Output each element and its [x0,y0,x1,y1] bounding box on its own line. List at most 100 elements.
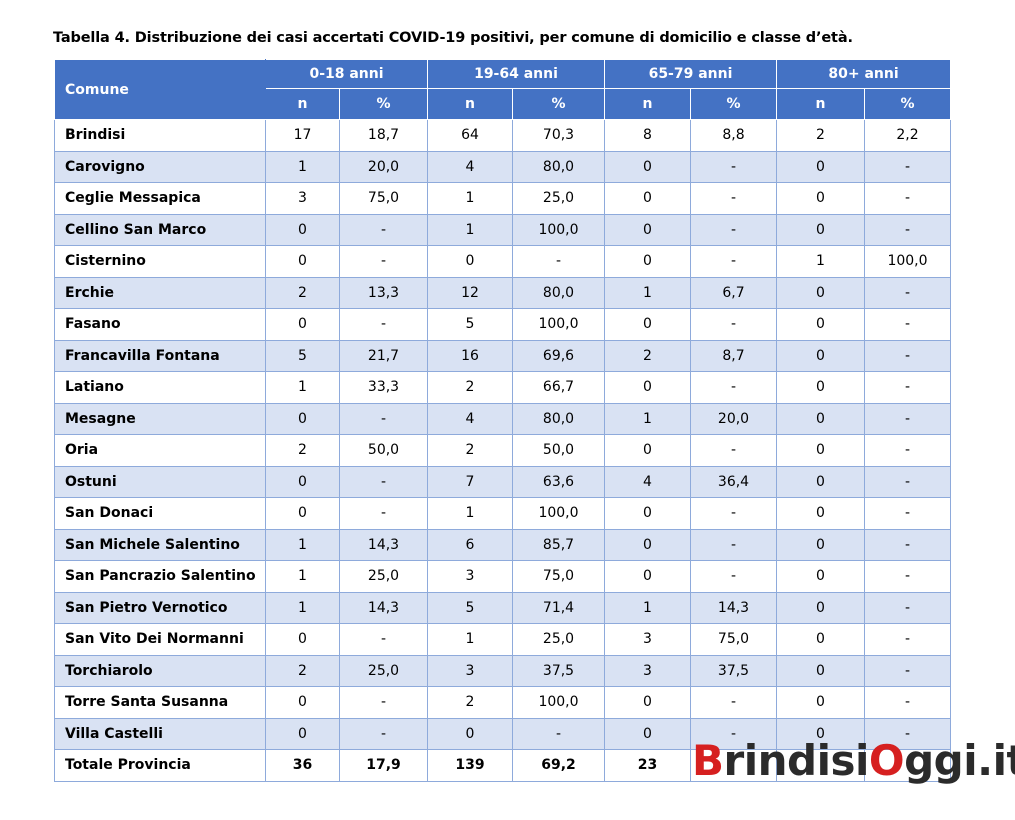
table-cell: - [339,686,428,719]
table-cell: - [339,465,428,498]
header-group-65-79: 65-79 anni [604,59,777,89]
header-group-80plus: 80+ anni [776,59,951,89]
table-row: Torre Santa Susanna 0-2 100,0 0-0- [54,686,951,719]
table-row: Ceglie Messapica 3 75,0 1 25,0 0-0- [54,182,951,215]
table-cell: 1 [427,497,513,530]
table-cell: 75,0 [339,182,428,215]
table-cell: - [864,150,951,183]
header-sub: n [427,88,513,120]
table-cell: - [864,465,951,498]
table-cell: 0 [604,245,691,278]
table-cell: 4 [604,465,691,498]
table-row: San Donaci 0-1 100,0 0-0- [54,497,951,530]
table-cell: 7 [427,465,513,498]
table-cell: 0 [427,717,513,750]
table-cell: 12 [427,276,513,309]
table-cell: 0 [776,150,865,183]
comune-name: Fasano [54,308,266,341]
table-header: Comune 0-18 anni 19-64 anni 65-79 anni 8… [54,59,951,120]
table-row: Latiano 1 33,3 2 66,7 0-0- [54,371,951,404]
table-cell: 139 [427,749,513,782]
table-cell: - [864,654,951,687]
table-cell: 0 [776,339,865,372]
table-row: Cellino San Marco 0-1 100,0 0-0- [54,213,951,246]
table-cell: 0 [776,402,865,435]
table-cell: 14,3 [339,591,428,624]
table-cell: 0 [776,528,865,561]
table-cell: 37,5 [690,654,777,687]
table-cell: 66,7 [512,371,605,404]
table-cell: 1 [265,150,340,183]
table-cell: 3 [427,654,513,687]
table-cell: 2 [427,434,513,467]
table-cell: 0 [265,402,340,435]
table-cell: 100,0 [512,497,605,530]
table-row: San Vito Dei Normanni 0-1 25,0 3 75,0 0- [54,623,951,656]
table-cell: - [690,528,777,561]
table-cell: 85,7 [512,528,605,561]
table-cell: 69,6 [512,339,605,372]
table-cell: 2 [427,371,513,404]
table-cell: 4 [427,402,513,435]
table-cell: 4 [427,150,513,183]
table-cell: 0 [776,182,865,215]
comune-name: San Donaci [54,497,266,530]
header-comune: Comune [54,59,266,120]
table-cell: 2 [427,686,513,719]
table-cell: 1 [265,591,340,624]
table-cell: - [512,717,605,750]
table-cell: 0 [604,150,691,183]
table-cell: 0 [776,686,865,719]
table-cell: 0 [604,717,691,750]
table-cell: 14,3 [339,528,428,561]
table-cell: 0 [265,717,340,750]
table-row: Erchie 2 13,3 12 80,0 1 6,7 0- [54,276,951,309]
table-cell: - [339,623,428,656]
table-row: San Pancrazio Salentino 1 25,0 3 75,0 0-0- [54,560,951,593]
table-cell: 23 [604,749,691,782]
comune-name: Torre Santa Susanna [54,686,266,719]
table-cell: - [339,717,428,750]
table-cell: 3 [427,560,513,593]
table-cell: - [690,245,777,278]
table-cell: 3 [604,654,691,687]
table-cell: 0 [604,560,691,593]
table-cell: 0 [265,308,340,341]
comune-name: San Pancrazio Salentino [54,560,266,593]
table-row: Ostuni 0-7 63,6 4 36,4 0- [54,465,951,498]
header-group-0-18: 0-18 anni [265,59,428,89]
table-cell: - [339,497,428,530]
table-cell: 0 [265,245,340,278]
table-cell: - [339,213,428,246]
table-cell: 75,0 [690,623,777,656]
table-cell: 0 [265,213,340,246]
table-cell: - [339,245,428,278]
comune-name: Ostuni [54,465,266,498]
table-cell: 0 [776,591,865,624]
table-cell: 0 [604,371,691,404]
comune-name: Totale Provincia [54,749,266,782]
table-cell: 0 [776,276,865,309]
comune-name: Erchie [54,276,266,309]
table-cell: - [690,182,777,215]
table-cell: - [690,371,777,404]
table-cell: 5 [427,591,513,624]
table-cell: - [864,528,951,561]
table-cell: 5 [427,308,513,341]
comune-name: Villa Castelli [54,717,266,750]
table-row: San Michele Salentino 1 14,3 6 85,7 0-0- [54,528,951,561]
table-cell [776,749,865,782]
table-cell: 100,0 [512,308,605,341]
table-cell: 1 [265,528,340,561]
table-cell: 50,0 [512,434,605,467]
header-sub: % [339,88,428,120]
comune-name: Ceglie Messapica [54,182,266,215]
table-cell: 64 [427,119,513,152]
watermark-part2: ggi.it [904,736,1015,785]
table-cell: 0 [776,654,865,687]
table-row: Fasano 0-5 100,0 0-0- [54,308,951,341]
table-cell: 0 [265,465,340,498]
watermark-part1: rindisi [723,736,870,785]
table-row: San Pietro Vernotico 1 14,3 5 71,4 1 14,3 0- [54,591,951,624]
table-cell: 2 [604,339,691,372]
